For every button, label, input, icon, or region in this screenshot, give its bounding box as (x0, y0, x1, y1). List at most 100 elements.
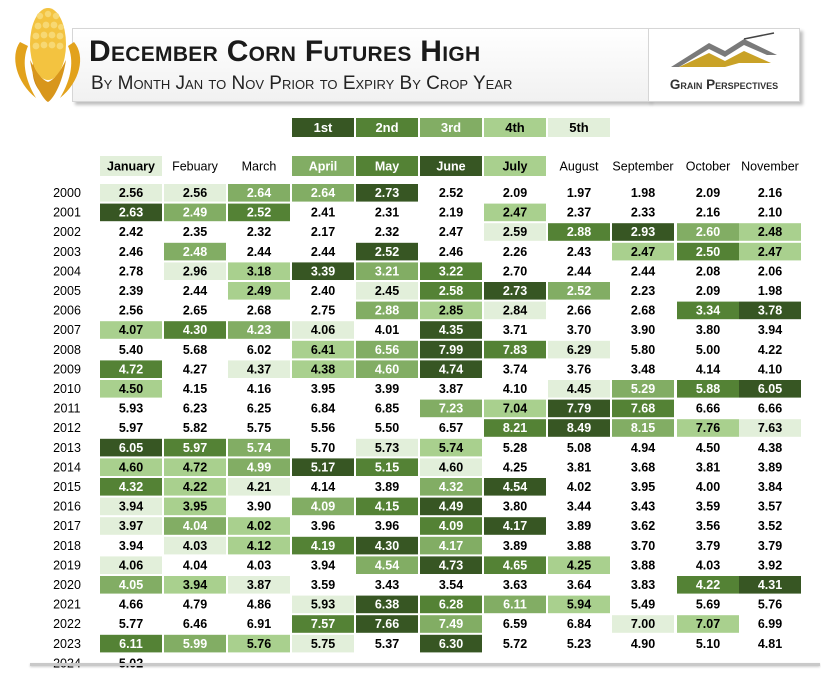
cell-value: 4.09 (439, 519, 463, 533)
cell-bg (228, 438, 290, 457)
cell-value: 4.32 (439, 480, 463, 494)
cell-bg (677, 223, 739, 241)
cell-value: 6.66 (696, 402, 720, 416)
cell-bg (228, 458, 290, 476)
cell-bg (100, 497, 162, 516)
cell-value: 7.04 (503, 402, 527, 416)
cell-bg (100, 203, 162, 222)
column-header: May (375, 160, 399, 174)
cell-value: 2.75 (311, 304, 335, 318)
cell-value: 4.60 (439, 460, 463, 474)
title-panel: December Corn Futures High By Month Jan … (72, 28, 649, 102)
cell-value: 2.47 (758, 245, 782, 259)
cell-value: 4.30 (183, 323, 207, 337)
cell-value: 3.44 (567, 500, 591, 514)
cell-value: 4.50 (696, 441, 720, 455)
cell-value: 2.48 (758, 225, 782, 239)
cell-value: 2.88 (375, 304, 399, 318)
cell-value: 2.50 (696, 245, 720, 259)
cell-value: 2.10 (758, 206, 782, 220)
cell-bg (356, 497, 418, 516)
row-year: 2017 (53, 519, 81, 533)
cell-value: 2.46 (119, 245, 143, 259)
cell-bg (484, 282, 546, 300)
cell-bg (356, 556, 418, 574)
cell-bg (739, 419, 801, 437)
chart-subtitle: By Month Jan to Nov Prior to Expiry By C… (91, 73, 513, 94)
cell-value: 5.08 (567, 441, 591, 455)
cell-value: 5.94 (567, 598, 591, 612)
cell-bg (228, 536, 290, 555)
cell-bg (228, 576, 290, 594)
cell-value: 4.35 (439, 323, 463, 337)
cell-bg (356, 458, 418, 476)
cell-value: 2.43 (567, 245, 591, 259)
cell-bg (677, 242, 739, 261)
cell-value: 5.74 (247, 441, 271, 455)
cell-bg (420, 360, 482, 378)
cell-bg (356, 536, 418, 555)
cell-value: 1.98 (758, 284, 782, 298)
cell-value: 2.68 (247, 304, 271, 318)
cell-value: 2.96 (183, 264, 207, 278)
cell-bg (677, 576, 739, 594)
cell-value: 6.05 (119, 441, 143, 455)
cell-bg (228, 517, 290, 535)
cell-value: 5.76 (247, 637, 271, 651)
cell-value: 3.94 (758, 323, 782, 337)
cell-value: 3.84 (758, 480, 782, 494)
legend-label-3: 3rd (441, 120, 461, 135)
cell-value: 6.11 (503, 598, 527, 612)
cell-value: 5.56 (311, 421, 335, 435)
cell-value: 3.90 (247, 500, 271, 514)
cell-value: 3.94 (119, 539, 143, 553)
cell-value: 7.83 (503, 343, 527, 357)
cell-value: 5.68 (183, 343, 207, 357)
cell-bg (100, 517, 162, 535)
cell-bg (420, 340, 482, 359)
column-header: June (436, 160, 465, 174)
cell-value: 5.28 (503, 441, 527, 455)
cell-bg (228, 184, 290, 202)
cell-bg (164, 438, 226, 457)
cell-value: 4.45 (567, 382, 591, 396)
cell-bg (420, 458, 482, 476)
cell-value: 4.02 (567, 480, 591, 494)
row-year: 2021 (53, 598, 81, 612)
cell-value: 2.73 (375, 186, 399, 200)
cell-value: 2.26 (503, 245, 527, 259)
legend-label-2: 2nd (375, 120, 398, 135)
cell-value: 6.57 (439, 421, 463, 435)
cell-value: 2.35 (183, 225, 207, 239)
cell-bg (420, 615, 482, 633)
cell-bg (677, 615, 739, 633)
legend-swatch-1 (292, 118, 354, 137)
cell-value: 3.79 (758, 539, 782, 553)
cell-value: 6.38 (375, 598, 399, 612)
cell-value: 5.77 (119, 617, 143, 631)
cell-value: 4.50 (119, 382, 143, 396)
cell-value: 5.49 (631, 598, 655, 612)
cell-value: 3.74 (503, 362, 527, 376)
cell-value: 2.32 (247, 225, 271, 239)
cell-bg (228, 262, 290, 280)
cell-value: 7.76 (696, 421, 720, 435)
cell-value: 2.17 (311, 225, 335, 239)
cell-value: 3.48 (631, 362, 655, 376)
cell-bg (420, 634, 482, 653)
cell-value: 4.99 (247, 460, 271, 474)
cell-bg (164, 497, 226, 516)
column-header: Febuary (172, 160, 219, 174)
cell-value: 6.28 (439, 598, 463, 612)
cell-value: 2.06 (758, 264, 782, 278)
cell-bg (548, 282, 610, 300)
row-year: 2006 (53, 304, 81, 318)
cell-value: 3.80 (503, 500, 527, 514)
cell-value: 6.46 (183, 617, 207, 631)
cell-value: 5.80 (631, 343, 655, 357)
cell-bg (356, 360, 418, 378)
cell-value: 1.97 (567, 186, 591, 200)
cell-value: 4.09 (311, 500, 335, 514)
cell-value: 4.14 (696, 362, 720, 376)
cell-bg (612, 380, 674, 398)
